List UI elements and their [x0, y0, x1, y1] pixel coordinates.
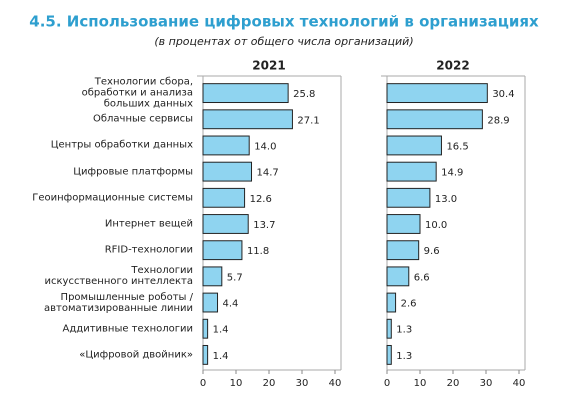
value-label: 1.3 [396, 325, 412, 336]
bar [386, 292, 397, 313]
bar [386, 187, 431, 208]
bar [202, 109, 293, 130]
x-tick-label: 40 [513, 378, 526, 389]
bar [202, 83, 289, 104]
value-label: 6.6 [414, 272, 430, 283]
value-label: 14.0 [254, 141, 276, 152]
category-label: Технологии искусственного интеллекта [44, 265, 193, 288]
x-tick-label: 30 [480, 378, 493, 389]
value-label: 2.6 [401, 299, 417, 310]
category-label: Облачные сервисы [92, 113, 193, 125]
value-label: 30.4 [492, 89, 514, 100]
panel-title: 2022 [436, 59, 469, 73]
bar [386, 109, 483, 130]
category-label: Технологии сбора, обработки и анализа бо… [81, 76, 193, 110]
value-label: 1.3 [396, 351, 412, 362]
value-label: 13.0 [435, 194, 457, 205]
bar [202, 266, 223, 287]
bar [386, 83, 488, 104]
value-label: 4.4 [223, 299, 239, 310]
value-label: 9.6 [424, 246, 440, 257]
bar [386, 161, 437, 182]
value-label: 1.4 [213, 351, 229, 362]
bar [202, 292, 219, 313]
category-label: Промышленные роботы / автоматизированные… [44, 291, 193, 314]
bar [202, 344, 209, 365]
value-label: 16.5 [446, 141, 468, 152]
category-label: «Цифровой двойник» [79, 349, 193, 361]
value-label: 28.9 [487, 115, 509, 126]
x-tick-label: 20 [263, 378, 276, 389]
value-label: 1.4 [213, 325, 229, 336]
bar [386, 240, 420, 261]
bar [202, 240, 243, 261]
value-label: 10.0 [425, 220, 447, 231]
value-label: 27.1 [297, 115, 319, 126]
x-tick-label: 10 [414, 378, 427, 389]
bar [202, 318, 209, 339]
x-tick-label: 30 [296, 378, 309, 389]
bar [202, 214, 249, 234]
x-tick-label: 10 [230, 378, 243, 389]
bar [386, 214, 421, 234]
x-tick-label: 20 [447, 378, 460, 389]
x-tick-label: 0 [384, 378, 390, 389]
chart-subtitle: (в процентах от общего числа организаций… [154, 35, 413, 48]
category-label: Цифровые платформы [73, 166, 193, 178]
category-label: Геоинформационные системы [32, 192, 193, 204]
category-label: Интернет вещей [104, 218, 193, 230]
value-label: 13.7 [253, 220, 275, 231]
x-tick-label: 0 [200, 378, 206, 389]
x-tick-label: 40 [329, 378, 342, 389]
value-label: 14.9 [441, 168, 463, 179]
panel-title: 2021 [252, 59, 285, 73]
bar [386, 266, 410, 287]
bar [386, 344, 392, 365]
value-label: 5.7 [227, 272, 243, 283]
category-label: Аддитивные технологии [62, 323, 193, 335]
bar [202, 161, 253, 182]
value-label: 11.8 [247, 246, 269, 257]
bar [202, 187, 246, 208]
value-label: 12.6 [250, 194, 272, 205]
bar [386, 135, 442, 156]
value-label: 14.7 [257, 168, 279, 179]
chart-title: 4.5. Использование цифровых технологий в… [29, 13, 539, 31]
category-label: Центры обработки данных [50, 139, 193, 151]
bar [202, 135, 250, 156]
value-label: 25.8 [293, 89, 315, 100]
bar [386, 318, 392, 339]
category-label: RFID-технологии [104, 244, 193, 256]
